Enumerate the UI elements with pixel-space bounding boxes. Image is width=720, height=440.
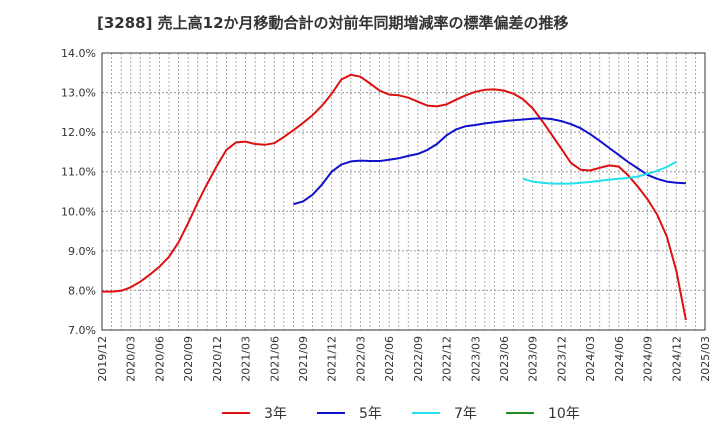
x-tick-label: 2023/09 (527, 336, 540, 382)
y-tick-label: 14.0% (61, 47, 96, 60)
legend-label: 3年 (264, 406, 287, 422)
grid (101, 52, 706, 331)
legend: 3年 5年 7年 10年 (222, 406, 580, 422)
x-tick-label: 2023/03 (469, 336, 482, 382)
x-tick-label: 2020/12 (211, 336, 224, 382)
x-tick-label: 2020/06 (153, 336, 166, 382)
x-tick-label: 2021/03 (240, 336, 253, 382)
x-axis: 2019/12 2020/03 2020/06 2020/09 2020/12 2021/… (96, 336, 712, 382)
series-line-3年 (102, 73, 687, 321)
y-tick-label: 9.0% (68, 245, 96, 258)
x-tick-label: 2024/12 (670, 336, 683, 382)
x-tick-label: 2021/12 (326, 336, 339, 382)
x-tick-label: 2022/03 (354, 336, 367, 382)
x-tick-label: 2022/09 (412, 336, 425, 382)
series-line-7年 (522, 160, 677, 185)
series-group (102, 73, 687, 321)
legend-label: 5年 (359, 406, 382, 422)
x-tick-label: 2024/03 (584, 336, 597, 382)
y-axis: 14.0% 13.0% 12.0% 11.0% 10.0% 9.0% 8.0% 7.0% (61, 47, 96, 337)
chart-title: [3288] 売上高12か月移動合計の対前年同期増減率の標準偏差の推移 (97, 14, 569, 32)
series-line-5年 (293, 117, 686, 206)
x-tick-label: 2021/06 (268, 336, 281, 382)
x-tick-label: 2024/06 (613, 336, 626, 382)
x-tick-label: 2024/09 (642, 336, 655, 382)
legend-label: 10年 (548, 406, 580, 422)
x-tick-label: 2021/09 (297, 336, 310, 382)
y-tick-label: 8.0% (68, 284, 96, 297)
x-tick-label: 2022/12 (441, 336, 454, 382)
x-tick-label: 2023/06 (498, 336, 511, 382)
x-tick-label: 2023/12 (555, 336, 568, 382)
x-tick-label: 2022/06 (383, 336, 396, 382)
x-tick-label: 2020/09 (182, 336, 195, 382)
y-tick-label: 10.0% (61, 205, 96, 218)
x-tick-label: 2019/12 (96, 336, 109, 382)
y-tick-label: 13.0% (61, 87, 96, 100)
x-tick-label: 2020/03 (125, 336, 138, 382)
plot-frame (101, 52, 706, 331)
y-tick-label: 12.0% (61, 126, 96, 139)
y-tick-label: 7.0% (68, 324, 96, 337)
legend-label: 7年 (454, 406, 477, 422)
x-tick-label: 2025/03 (699, 336, 712, 382)
y-tick-label: 11.0% (61, 166, 96, 179)
